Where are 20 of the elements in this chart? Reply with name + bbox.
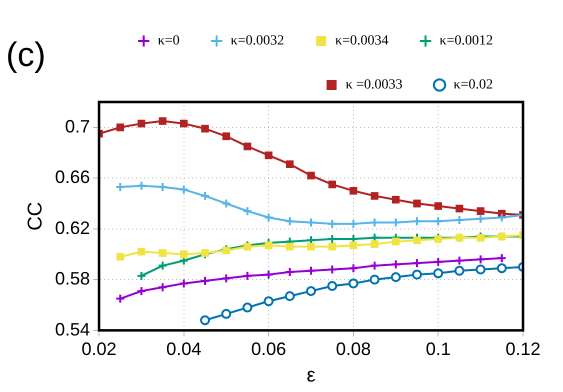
y-axis-title: CC [24, 202, 47, 231]
legend-label: κ =0.0033 [346, 78, 403, 93]
x-tick-label: 0.06 [251, 339, 286, 360]
y-tick-label: 0.54 [54, 319, 90, 340]
y-tick-label: 0.7 [65, 116, 90, 136]
legend-label: κ=0.02 [454, 78, 494, 93]
x-axis-title: ε [306, 364, 316, 387]
legend-label: κ=0.0012 [440, 34, 494, 49]
x-tick-label: 0.1 [426, 339, 451, 360]
legend-label: κ=0 [158, 34, 180, 49]
x-tick-label: 0.08 [336, 339, 371, 360]
x-tick-label: 0.12 [505, 339, 541, 360]
y-tick-label: 0.66 [54, 167, 90, 188]
x-tick-label: 0.02 [82, 339, 117, 360]
legend-label: κ=0.0032 [230, 34, 284, 49]
legend-label: κ=0.0034 [335, 34, 389, 49]
y-tick-label: 0.62 [54, 218, 90, 238]
text: (c) [6, 36, 46, 75]
x-tick-label: 0.04 [166, 339, 202, 360]
y-tick-label: 0.58 [54, 268, 90, 289]
